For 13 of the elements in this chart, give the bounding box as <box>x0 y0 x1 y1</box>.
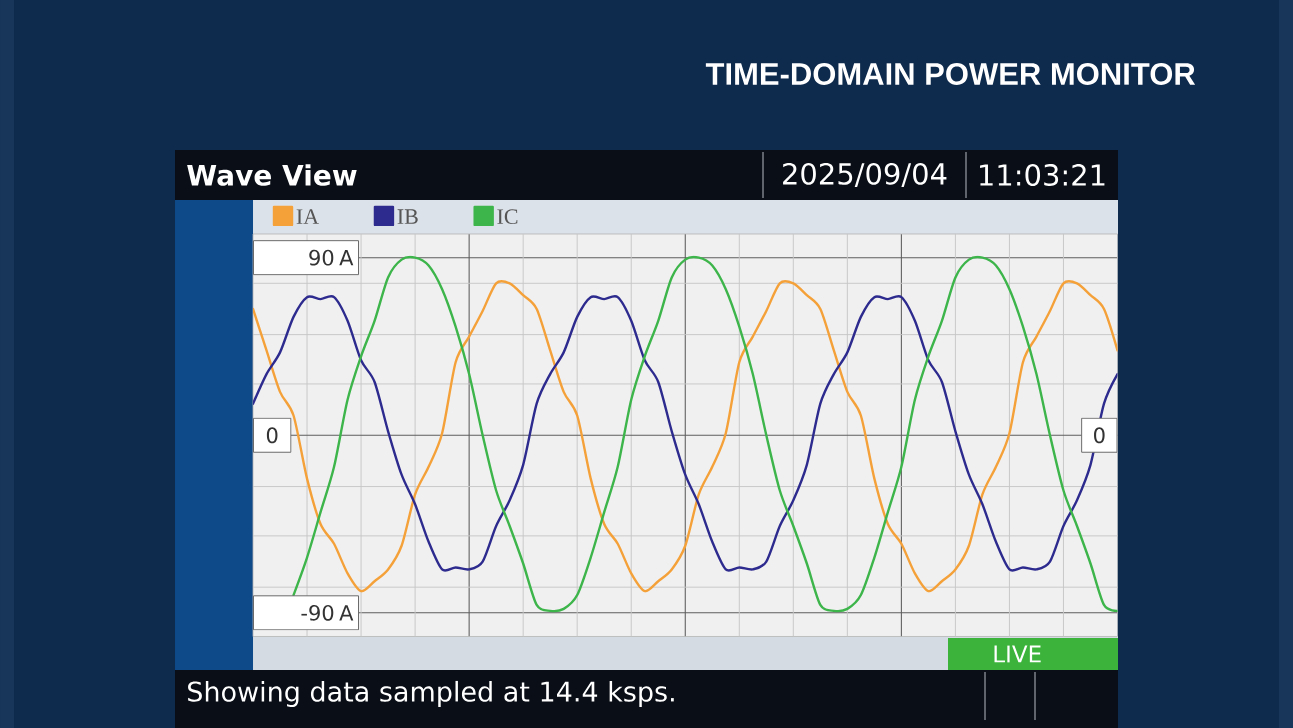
ref-line-label: 0 <box>266 427 278 444</box>
legend-label: IA <box>296 209 319 224</box>
y-tick-label: -90 A <box>301 604 354 621</box>
text: 11:03:21 <box>980 164 1105 186</box>
text: 2025/09/04 <box>783 162 947 188</box>
text: LIVE <box>994 645 1041 663</box>
chart-title: Wave View <box>187 164 357 186</box>
text: Showing data sampled at 14.4 ksps. <box>188 680 674 708</box>
y-tick-label: 90 A <box>309 249 354 266</box>
text: TIME-DOMAIN POWER MONITOR <box>705 63 1196 85</box>
legend-label: IB <box>397 209 418 224</box>
annotation: 0 <box>1094 427 1105 444</box>
legend-label: IC <box>497 209 518 225</box>
